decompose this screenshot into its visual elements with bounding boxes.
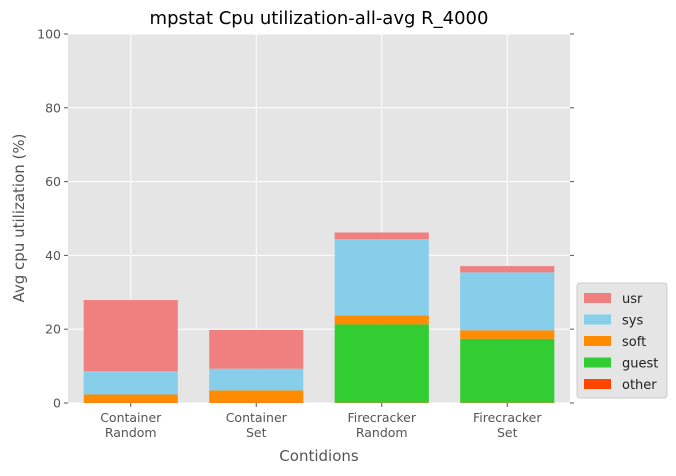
- bar-segment-usr: [209, 329, 304, 369]
- legend-swatch-soft: [584, 336, 611, 346]
- x-axis-ticks: Container Random Container Set Firecracker Ra…: [100, 403, 542, 440]
- bar-segment-sys: [83, 371, 178, 395]
- bar-segment-soft: [334, 315, 429, 325]
- x-tick-label: Firecracker Set: [473, 410, 542, 440]
- x-axis-label: Contidions: [279, 447, 359, 465]
- y-tick-label: 40: [45, 248, 61, 263]
- bar-segment-sys: [334, 239, 429, 316]
- bar-segment-usr: [83, 300, 178, 372]
- legend-label-usr: usr: [622, 292, 643, 307]
- y-tick-label: 100: [37, 27, 61, 42]
- legend-label-soft: soft: [622, 335, 646, 350]
- chart-title: mpstat Cpu utilization-all-avg R_4000: [150, 8, 489, 29]
- y-tick-label: 60: [45, 174, 61, 189]
- x-tick-label: Firecracker Random: [348, 410, 417, 440]
- legend-swatch-sys: [584, 314, 611, 325]
- bar-stacks: [83, 232, 555, 403]
- y-axis-label: Avg cpu utilization (%): [10, 133, 28, 302]
- y-tick-label: 20: [45, 322, 61, 337]
- legend: usr sys soft guest other: [576, 282, 668, 399]
- legend-swatch-usr: [584, 293, 611, 303]
- bar-segment-usr: [460, 266, 555, 273]
- legend-box: [576, 282, 668, 399]
- bar-segment-soft: [83, 394, 178, 403]
- bar-segment-soft: [209, 390, 304, 403]
- bar-segment-guest: [334, 324, 429, 403]
- bar-segment-usr: [334, 232, 429, 240]
- y-tick-label: 0: [53, 396, 61, 411]
- bar-segment-soft: [460, 330, 555, 339]
- legend-label-sys: sys: [622, 314, 643, 329]
- legend-swatch-guest: [584, 357, 611, 368]
- x-tick-label: Container Set: [226, 410, 288, 440]
- x-tick-label: Container Random: [100, 410, 162, 440]
- y-tick-label: 80: [45, 100, 61, 115]
- bar-segment-sys: [209, 368, 304, 391]
- y-axis-ticks: 0 20 40 60 80 100: [37, 27, 574, 411]
- legend-label-other: other: [622, 378, 657, 393]
- legend-label-guest: guest: [622, 357, 658, 372]
- bar-segment-sys: [460, 272, 555, 331]
- legend-swatch-other: [584, 379, 611, 389]
- bar-segment-guest: [460, 338, 555, 403]
